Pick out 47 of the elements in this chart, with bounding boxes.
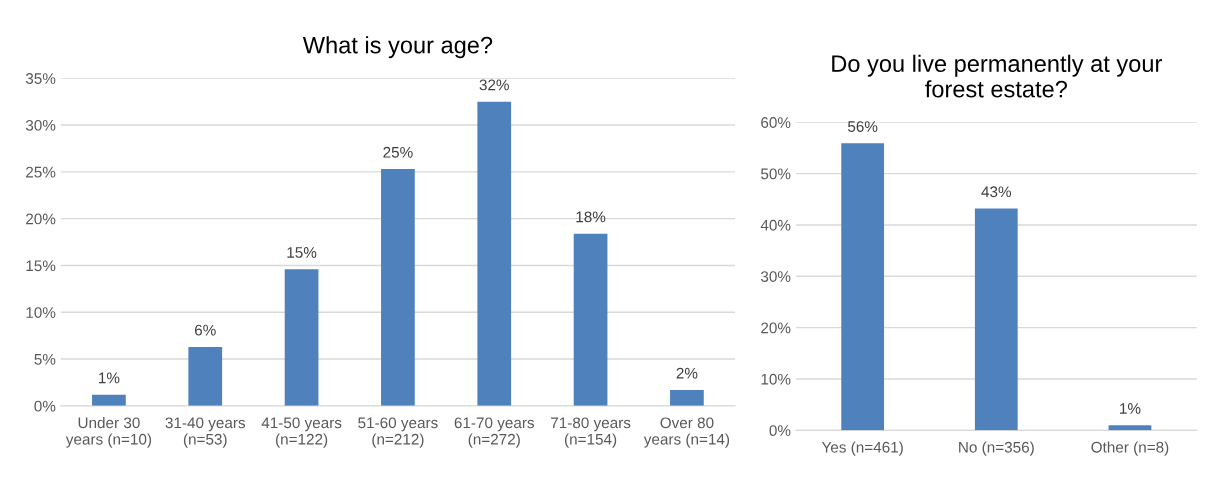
y-tick-label: 40% xyxy=(760,219,791,231)
y-tick-label: 0% xyxy=(34,400,56,412)
y-tick-label: 25% xyxy=(26,166,56,178)
x-tick-label: 71-80 years (n=154) xyxy=(551,417,631,448)
x-tick-label: Over 80 years (n=14) xyxy=(643,417,730,448)
bar xyxy=(284,269,319,406)
data-label: 32% xyxy=(479,79,509,91)
x-tick-label: 41-50 years (n=122) xyxy=(261,417,342,448)
x-tick-label: Other (n=8) xyxy=(1091,441,1169,456)
x-tick-label: 51-60 years (n=212) xyxy=(358,417,438,448)
y-tick-label: 10% xyxy=(26,307,56,318)
y-tick-label: 15% xyxy=(26,260,56,272)
data-label: 15% xyxy=(287,247,317,258)
data-label: 2% xyxy=(676,367,698,379)
chart-title: Do you live permanently at your forest estate? xyxy=(832,54,1162,98)
x-tick-label: 61-70 years (n=272) xyxy=(454,417,535,448)
y-tick-label: 10% xyxy=(761,373,791,385)
y-tick-label: 5% xyxy=(34,354,56,365)
bar xyxy=(477,101,512,406)
y-tick-label: 20% xyxy=(26,213,56,225)
x-tick-label: No (n=356) xyxy=(959,441,1034,456)
y-tick-label: 20% xyxy=(761,322,791,334)
data-label: 43% xyxy=(981,186,1012,198)
y-tick-label: 50% xyxy=(761,168,791,180)
bar xyxy=(188,346,223,406)
data-label: 6% xyxy=(194,324,216,336)
y-tick-label: 35% xyxy=(25,73,56,84)
y-tick-label: 30% xyxy=(760,271,791,282)
bar xyxy=(573,233,608,406)
bar xyxy=(841,143,885,431)
bar xyxy=(1108,425,1152,431)
data-label: 1% xyxy=(1120,403,1141,414)
bar xyxy=(670,389,704,406)
y-tick-label: 60% xyxy=(761,117,791,128)
data-label: 18% xyxy=(576,211,606,223)
chart-title: What is your age? xyxy=(302,36,493,59)
x-tick-label: Yes (n=461) xyxy=(821,441,903,456)
data-label: 25% xyxy=(383,146,413,158)
data-label: 56% xyxy=(847,121,878,132)
x-tick-label: Under 30 years (n=10) xyxy=(65,416,152,448)
bar xyxy=(974,208,1018,431)
bar xyxy=(92,394,126,406)
y-tick-label: 0% xyxy=(769,425,791,437)
bar xyxy=(381,169,415,406)
y-tick-label: 30% xyxy=(25,119,56,131)
x-tick-label: 31-40 years (n=53) xyxy=(165,417,246,448)
data-label: 1% xyxy=(99,372,120,384)
